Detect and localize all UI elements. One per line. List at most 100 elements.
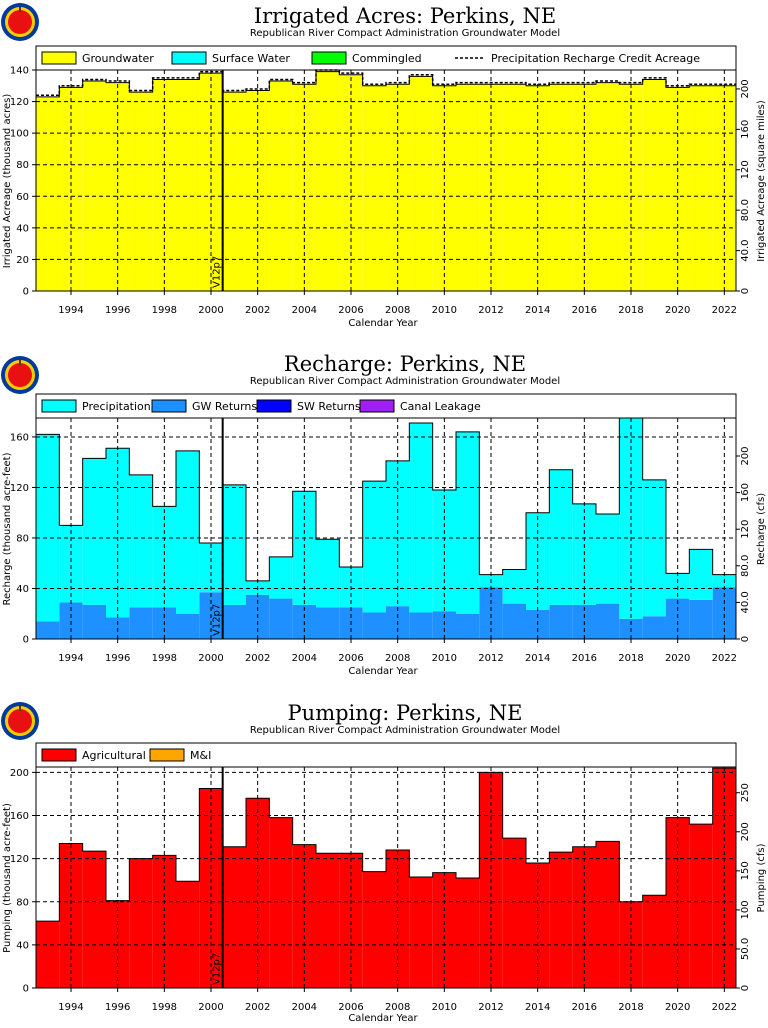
legend-swatch — [311, 51, 347, 65]
bar — [292, 491, 316, 605]
x-tick-label: 1994 — [58, 1002, 83, 1013]
bar — [129, 858, 153, 988]
bar — [129, 474, 153, 608]
chart2-ylabel-right: Recharge (cfs) — [756, 493, 767, 565]
legend-label: Surface Water — [212, 52, 290, 65]
y-tick-label: 120 — [10, 97, 29, 108]
version-marker-label: V12p7 — [212, 256, 223, 288]
x-tick-label: 1998 — [152, 1002, 177, 1013]
logo-icon — [1, 356, 39, 394]
bar — [642, 895, 666, 988]
legend-box — [35, 45, 737, 71]
stack-outline — [35, 417, 736, 639]
y-right-tick-label: 250 — [740, 783, 751, 802]
y-right-tick-label: 200 — [740, 822, 751, 841]
bar — [526, 862, 550, 988]
bar — [712, 768, 736, 988]
y-right-tick-label: 50.0 — [740, 938, 751, 960]
bar — [36, 921, 60, 988]
legend-swatch — [149, 748, 185, 762]
x-tick-label: 2000 — [198, 305, 223, 316]
x-tick-label: 1994 — [58, 305, 83, 316]
y-right-tick-label: 120 — [740, 520, 751, 539]
bar — [549, 604, 573, 639]
legend-label: Agricultural — [82, 749, 146, 762]
x-tick-label: 2010 — [432, 653, 457, 664]
x-tick-label: 2004 — [292, 653, 317, 664]
x-tick-label: 2012 — [478, 653, 503, 664]
legend-label: GW Returns — [192, 400, 257, 413]
x-tick-label: 1996 — [105, 305, 130, 316]
bar — [409, 423, 433, 613]
x-tick-label: 2014 — [525, 305, 550, 316]
chart3-legend: Agricultural M&I — [35, 742, 737, 768]
bar — [36, 96, 60, 291]
x-tick-label: 1998 — [152, 653, 177, 664]
y-right-tick-label: 160 — [740, 483, 751, 502]
bar — [339, 853, 363, 988]
bar — [362, 481, 386, 613]
chart2-ylabel: Recharge (thousand acre-feet) — [2, 452, 13, 605]
bar — [642, 79, 666, 291]
x-tick-label: 1996 — [105, 1002, 130, 1013]
plot-frame — [35, 417, 737, 640]
bar — [176, 79, 200, 291]
legend-label: M&I — [190, 749, 211, 762]
y-tick-label: 40 — [16, 584, 29, 595]
plot-frame — [35, 69, 737, 292]
chart3-ylabel: Pumping (thousand acre-feet) — [2, 803, 13, 953]
legend-swatch — [256, 399, 292, 413]
bar — [456, 431, 480, 614]
x-tick-label: 2016 — [572, 305, 597, 316]
bar — [362, 871, 386, 988]
x-tick-label: 2008 — [385, 305, 410, 316]
x-tick-label: 2008 — [385, 1002, 410, 1013]
y-tick-label: 160 — [10, 432, 29, 443]
y-right-tick-label: 40.0 — [740, 591, 751, 613]
legend-swatch — [41, 399, 77, 413]
legend-swatch — [359, 399, 395, 413]
legend-label: Groundwater — [82, 52, 154, 65]
chart2-legend: Precipitation GW Returns SW Returns Canal L… — [35, 393, 737, 419]
x-tick-label: 1994 — [58, 653, 83, 664]
plot-frame — [35, 766, 737, 989]
x-tick-label: 2010 — [432, 305, 457, 316]
bar — [316, 71, 340, 291]
chart1-ylabel-right: Irrigated Acreage (square miles) — [756, 100, 767, 262]
y-tick-label: 0 — [23, 984, 29, 995]
chart1-xlabel: Calendar Year — [348, 318, 418, 329]
x-tick-label: 1998 — [152, 305, 177, 316]
version-marker-label: V12p7 — [212, 953, 223, 985]
bar — [549, 84, 573, 291]
chart3-title: Pumping: Perkins, NE — [288, 701, 523, 725]
x-tick-label: 2020 — [665, 653, 690, 664]
bar — [36, 621, 60, 639]
x-tick-label: 1996 — [105, 653, 130, 664]
bar — [176, 450, 200, 614]
bar — [502, 603, 526, 639]
bar — [666, 598, 690, 639]
x-tick-label: 2002 — [245, 1002, 270, 1013]
y-tick-label: 80 — [16, 160, 29, 171]
y-tick-label: 60 — [16, 192, 29, 203]
bar — [689, 549, 713, 600]
bar — [129, 92, 153, 291]
y-tick-label: 0 — [23, 287, 29, 298]
bar — [292, 84, 316, 291]
y-right-tick-label: 0 — [740, 288, 751, 294]
bar — [432, 489, 456, 612]
y-tick-label: 80 — [16, 897, 29, 908]
bar — [386, 84, 410, 291]
y-tick-label: 120 — [10, 483, 29, 494]
legend-label: Precipitation — [82, 400, 151, 413]
x-tick-label: 2022 — [712, 653, 737, 664]
y-tick-label: 80 — [16, 533, 29, 544]
bar — [642, 616, 666, 639]
bar — [456, 878, 480, 988]
bar — [222, 604, 246, 639]
bar — [596, 82, 620, 291]
bar — [642, 479, 666, 617]
bar — [549, 469, 573, 605]
y-right-tick-label: 80.0 — [740, 199, 751, 221]
